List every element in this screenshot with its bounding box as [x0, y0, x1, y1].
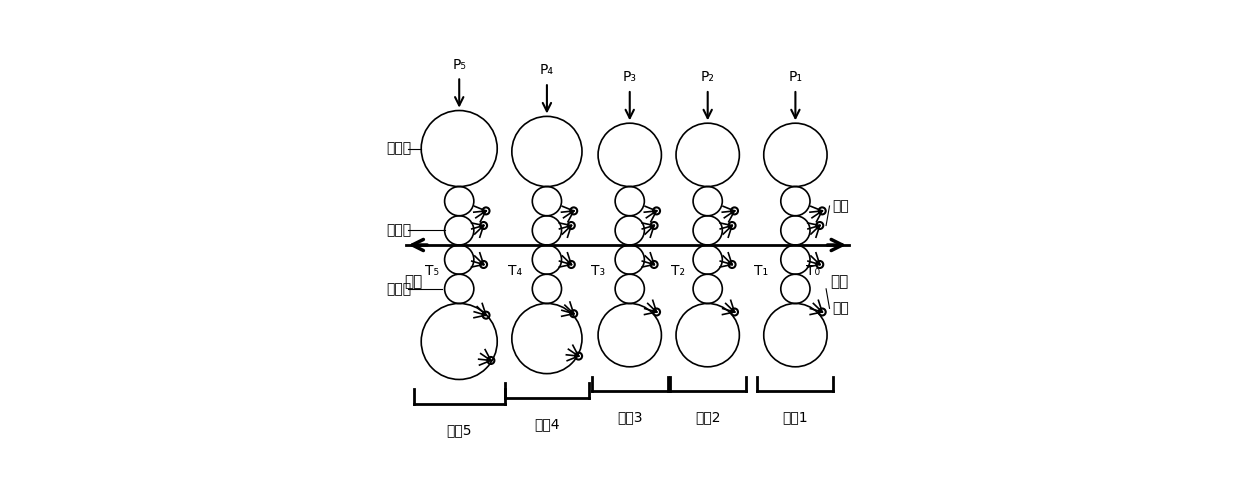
Text: P₄: P₄	[539, 63, 554, 77]
Text: 机架3: 机架3	[618, 411, 642, 425]
Text: 机架5: 机架5	[446, 423, 472, 437]
Text: P₂: P₂	[701, 70, 714, 84]
Text: T₄: T₄	[508, 265, 522, 278]
Text: T₁: T₁	[754, 265, 769, 278]
Text: P₃: P₃	[622, 70, 637, 84]
Text: 开卷: 开卷	[830, 274, 848, 289]
Text: 机架2: 机架2	[694, 411, 720, 425]
Text: T₅: T₅	[425, 265, 439, 278]
Text: 机架4: 机架4	[534, 417, 559, 432]
Text: T₂: T₂	[672, 265, 686, 278]
Text: 中间辊: 中间辊	[386, 282, 412, 296]
Text: T₀: T₀	[806, 265, 820, 278]
Text: 机架1: 机架1	[782, 411, 808, 425]
Text: T₃: T₃	[591, 265, 605, 278]
Text: 支承辊: 支承辊	[386, 142, 412, 155]
Text: 喷嘴: 喷嘴	[832, 301, 849, 316]
Text: P₅: P₅	[453, 57, 466, 72]
Text: 工作辊: 工作辊	[386, 223, 412, 237]
Text: 喷嘴: 喷嘴	[832, 199, 849, 213]
Text: 卷取: 卷取	[404, 274, 422, 289]
Text: P₁: P₁	[789, 70, 802, 84]
